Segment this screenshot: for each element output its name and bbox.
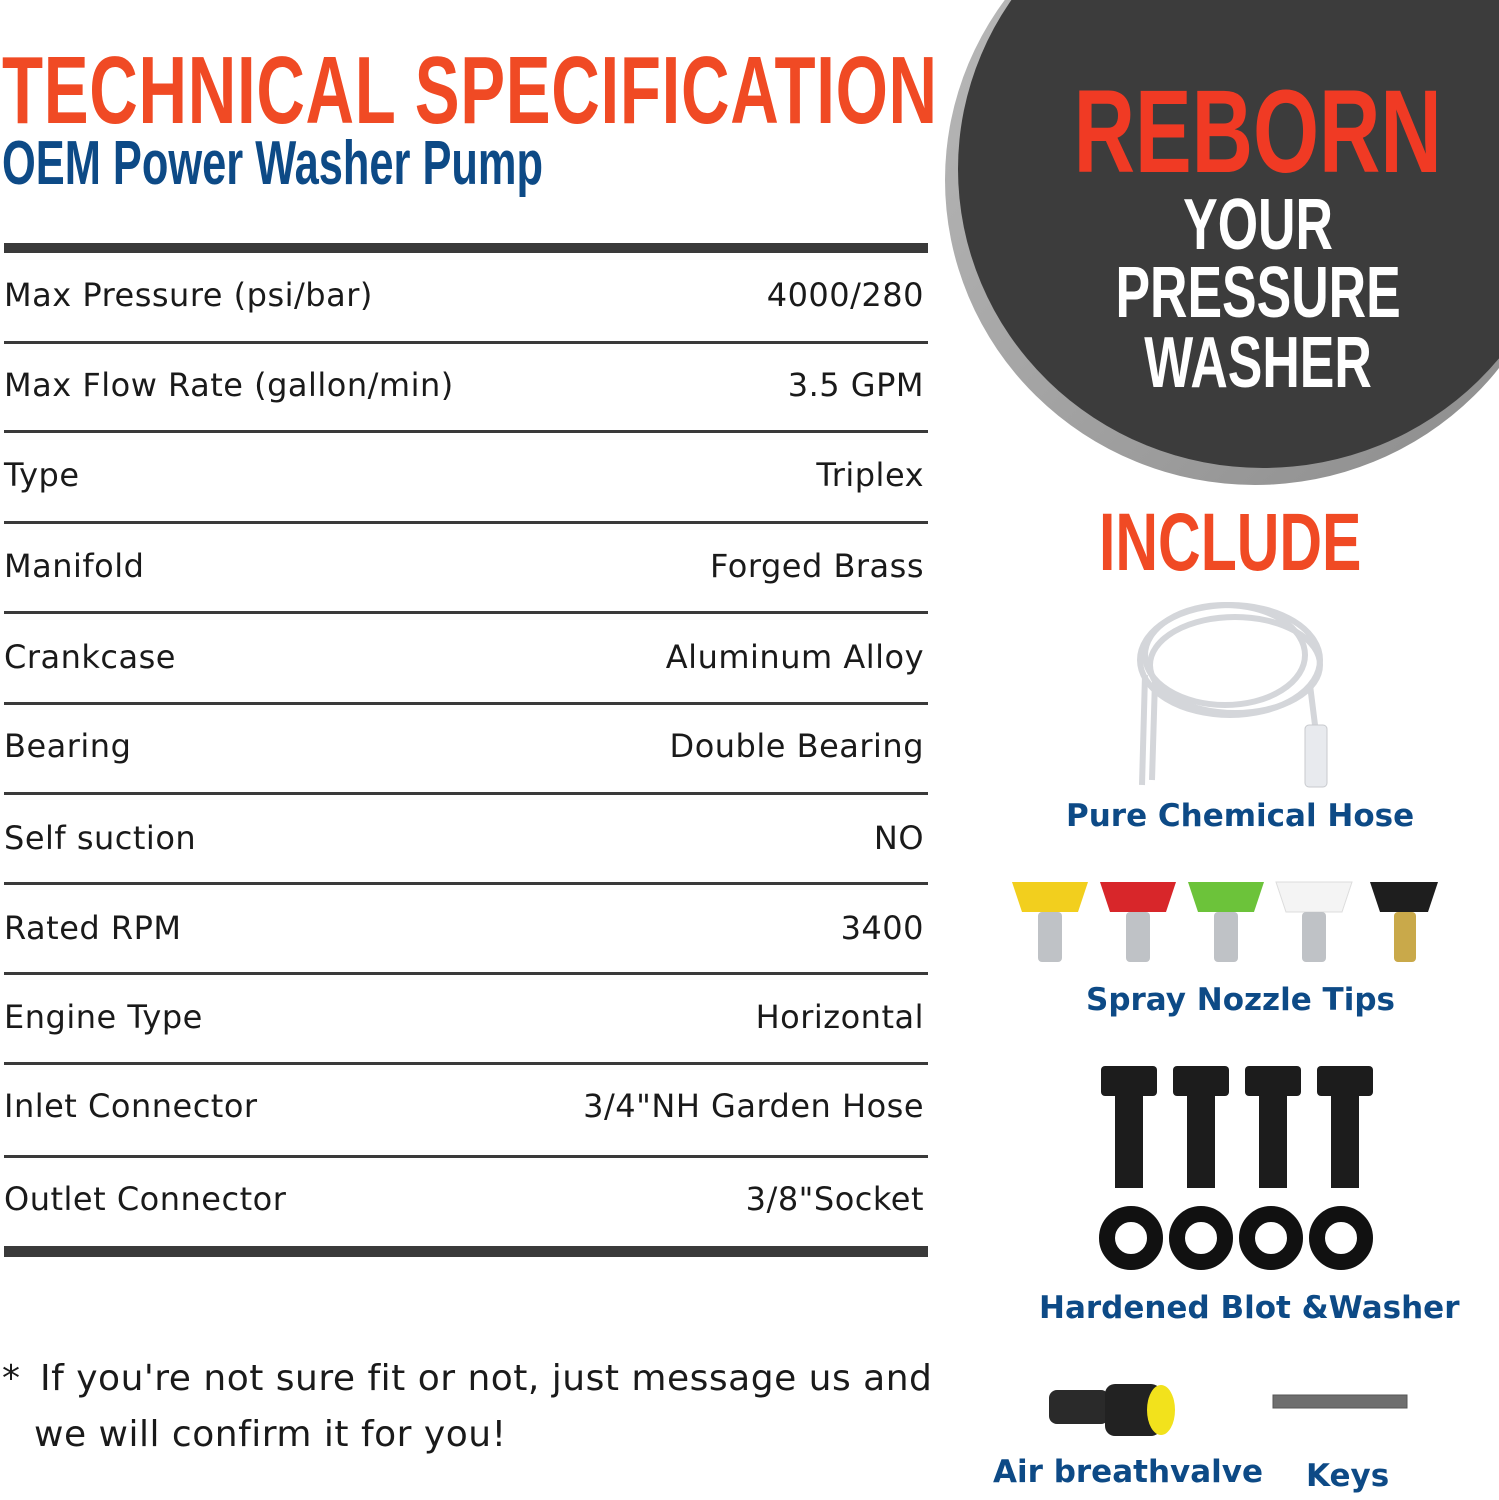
nozzle-icon <box>1012 881 1438 962</box>
spec-label: Manifold <box>4 547 145 585</box>
spec-value: Forged Brass <box>710 547 924 585</box>
include-item-hose-label: Pure Chemical Hose <box>1066 798 1415 834</box>
key-icon <box>1272 1394 1408 1409</box>
include-item-valve-label: Air breathvalve <box>993 1454 1263 1490</box>
spec-row: Self suction NO <box>4 818 924 858</box>
valve-icon <box>1049 1384 1175 1436</box>
spec-value: 3/8"Socket <box>745 1180 924 1218</box>
spec-label: Rated RPM <box>4 909 182 947</box>
spec-row: Manifold Forged Brass <box>4 546 924 586</box>
spec-label: Outlet Connector <box>4 1180 287 1218</box>
spec-label: Max Flow Rate (gallon/min) <box>4 366 454 404</box>
bolt-washer-icon <box>1099 1066 1373 1270</box>
row-divider <box>4 792 928 795</box>
spec-label: Type <box>4 456 80 494</box>
spec-value: Aluminum Alloy <box>665 638 924 676</box>
spec-label: Engine Type <box>4 998 203 1036</box>
badge-pressure: PRESSURE <box>958 252 1499 334</box>
spec-label: Crankcase <box>4 638 176 676</box>
spec-row: Bearing Double Bearing <box>4 726 924 766</box>
note-asterisk: * <box>2 1358 21 1399</box>
spec-row: Crankcase Aluminum Alloy <box>4 637 924 677</box>
badge-line-2: YOUR <box>1183 185 1333 265</box>
row-divider <box>4 341 928 344</box>
note-line-2: we will confirm it for you! <box>34 1414 507 1455</box>
table-border-thick <box>4 1246 928 1257</box>
include-heading: INCLUDE <box>1040 496 1420 590</box>
spec-value: Double Bearing <box>669 727 924 765</box>
spec-value: 3400 <box>840 909 924 947</box>
spec-value: 3.5 GPM <box>787 366 924 404</box>
row-divider <box>4 702 928 705</box>
hose-icon <box>1137 602 1328 788</box>
row-divider <box>4 1155 928 1158</box>
row-divider <box>4 521 928 524</box>
row-divider <box>4 1062 928 1065</box>
badge-line-3: PRESSURE <box>1115 253 1401 333</box>
spec-label: Self suction <box>4 819 197 857</box>
badge-washer: WASHER <box>958 322 1499 404</box>
spec-row: Inlet Connector 3/4"NH Garden Hose <box>4 1086 924 1126</box>
spec-value: Triplex <box>816 456 924 494</box>
page-subtitle: OEM Power Washer Pump <box>2 129 544 198</box>
table-border-thick <box>4 243 928 253</box>
badge-line-1: REBORN <box>1073 66 1443 198</box>
page-title: TECHNICAL SPECIFICATION <box>2 37 938 144</box>
spec-value: 4000/280 <box>766 276 924 314</box>
spec-label: Max Pressure (psi/bar) <box>4 276 373 314</box>
spec-row: Max Flow Rate (gallon/min) 3.5 GPM <box>4 365 924 405</box>
spec-row: Type Triplex <box>4 455 924 495</box>
spec-label: Inlet Connector <box>4 1087 258 1125</box>
note-line-1: If you're not sure fit or not, just mess… <box>40 1358 933 1399</box>
include-item-keys-label: Keys <box>1306 1458 1390 1494</box>
spec-row: Max Pressure (psi/bar) 4000/280 <box>4 275 924 315</box>
spec-row: Engine Type Horizontal <box>4 997 924 1037</box>
spec-value: Horizontal <box>755 998 924 1036</box>
badge-reborn: REBORN <box>958 64 1499 200</box>
spec-value: 3/4"NH Garden Hose <box>583 1087 924 1125</box>
row-divider <box>4 611 928 614</box>
include-item-nozzle-label: Spray Nozzle Tips <box>1086 982 1395 1018</box>
include-item-bolt-label: Hardened Blot &Washer <box>1039 1290 1460 1326</box>
badge-your: YOUR <box>958 184 1499 266</box>
include-heading-text: INCLUDE <box>1098 497 1362 588</box>
spec-label: Bearing <box>4 727 132 765</box>
badge-line-4: WASHER <box>1144 323 1372 403</box>
row-divider <box>4 430 928 433</box>
spec-value: NO <box>873 819 924 857</box>
row-divider <box>4 972 928 975</box>
row-divider <box>4 882 928 885</box>
spec-row: Outlet Connector 3/8"Socket <box>4 1179 924 1219</box>
spec-row: Rated RPM 3400 <box>4 908 924 948</box>
